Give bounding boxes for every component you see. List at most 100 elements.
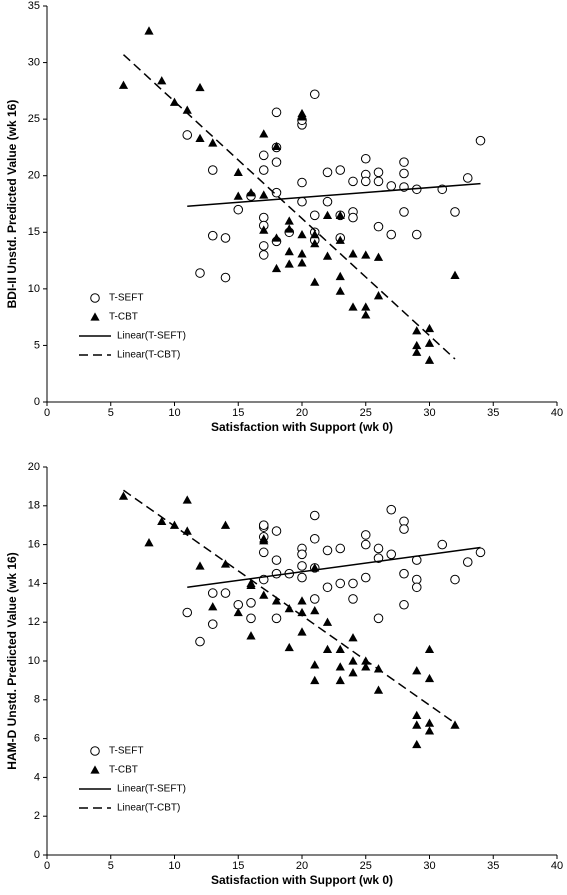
- point: [220, 272, 231, 283]
- point: [259, 536, 269, 545]
- y-tick-label: 15: [28, 226, 40, 238]
- legend-label: Linear(T-CBT): [117, 350, 180, 361]
- point: [373, 685, 384, 694]
- point: [360, 530, 371, 540]
- point: [259, 225, 269, 234]
- x-tick-label: 30: [423, 860, 435, 872]
- y-tick-label: 0: [34, 396, 40, 408]
- point: [195, 82, 205, 92]
- x-tick-label: 20: [296, 860, 308, 872]
- y-tick-label: 8: [34, 694, 40, 706]
- point: [182, 105, 192, 114]
- point: [258, 547, 269, 558]
- point: [182, 130, 193, 140]
- point: [195, 636, 205, 647]
- x-tick-label: 15: [232, 407, 244, 419]
- point: [335, 235, 345, 244]
- point: [207, 619, 218, 629]
- point: [271, 596, 282, 605]
- point: [309, 510, 320, 521]
- x-tick-label: 40: [551, 860, 563, 872]
- point: [182, 607, 193, 618]
- point: [271, 187, 282, 198]
- point: [412, 720, 422, 729]
- point: [271, 157, 282, 167]
- point: [335, 286, 345, 295]
- point: [424, 673, 435, 683]
- y-tick-label: 30: [28, 56, 40, 68]
- point: [271, 555, 282, 565]
- legend-label: T-CBT: [109, 312, 138, 323]
- point: [233, 599, 244, 610]
- point: [386, 504, 397, 515]
- point: [348, 176, 358, 187]
- point: [310, 675, 320, 685]
- point: [360, 572, 371, 583]
- point: [310, 229, 320, 239]
- point: [399, 168, 409, 179]
- point: [195, 561, 205, 570]
- x-tick-label: 25: [360, 407, 372, 419]
- point: [373, 252, 384, 261]
- x-tick-label: 35: [487, 860, 499, 872]
- point: [335, 578, 346, 589]
- point: [233, 191, 243, 200]
- point: [335, 675, 345, 685]
- point: [309, 89, 320, 100]
- point: [284, 216, 294, 225]
- point: [373, 176, 384, 187]
- point: [208, 602, 218, 611]
- point: [335, 662, 345, 671]
- point: [284, 642, 294, 652]
- point: [297, 572, 307, 583]
- point: [220, 520, 231, 529]
- point: [361, 302, 371, 311]
- point: [450, 720, 460, 729]
- x-tick-label: 10: [168, 860, 180, 872]
- point: [386, 181, 397, 191]
- point: [335, 210, 345, 219]
- point: [399, 207, 409, 217]
- point: [271, 263, 282, 273]
- point: [373, 221, 384, 232]
- point: [361, 662, 371, 671]
- point: [335, 271, 345, 281]
- point: [297, 596, 307, 605]
- y-tick-label: 14: [28, 577, 40, 589]
- point: [412, 326, 422, 335]
- point: [399, 599, 409, 610]
- point: [310, 239, 320, 248]
- point: [208, 138, 218, 147]
- point: [462, 557, 473, 567]
- point: [424, 718, 435, 727]
- point: [348, 302, 358, 311]
- point: [195, 133, 205, 143]
- point: [424, 355, 435, 364]
- point: [246, 598, 256, 608]
- point: [373, 291, 384, 300]
- trend-line: [122, 54, 456, 360]
- y-tick-label: 10: [28, 655, 40, 667]
- point: [475, 135, 486, 146]
- point: [297, 177, 307, 188]
- legend-label: Linear(T-SEFT): [117, 331, 186, 342]
- point: [271, 141, 282, 150]
- legend-marker: [90, 312, 100, 321]
- point: [348, 578, 358, 589]
- point: [271, 613, 282, 624]
- y-tick-label: 16: [28, 539, 40, 551]
- legend-label: T-SEFT: [109, 746, 143, 757]
- point: [118, 80, 129, 89]
- point: [399, 524, 409, 534]
- point: [361, 250, 371, 259]
- point: [258, 241, 269, 251]
- y-tick-label: 25: [28, 113, 40, 125]
- point: [246, 580, 256, 590]
- point: [399, 157, 409, 167]
- point: [259, 129, 269, 138]
- point: [309, 210, 320, 221]
- point: [144, 538, 154, 547]
- point: [475, 547, 486, 558]
- point: [399, 568, 409, 579]
- point: [271, 526, 282, 536]
